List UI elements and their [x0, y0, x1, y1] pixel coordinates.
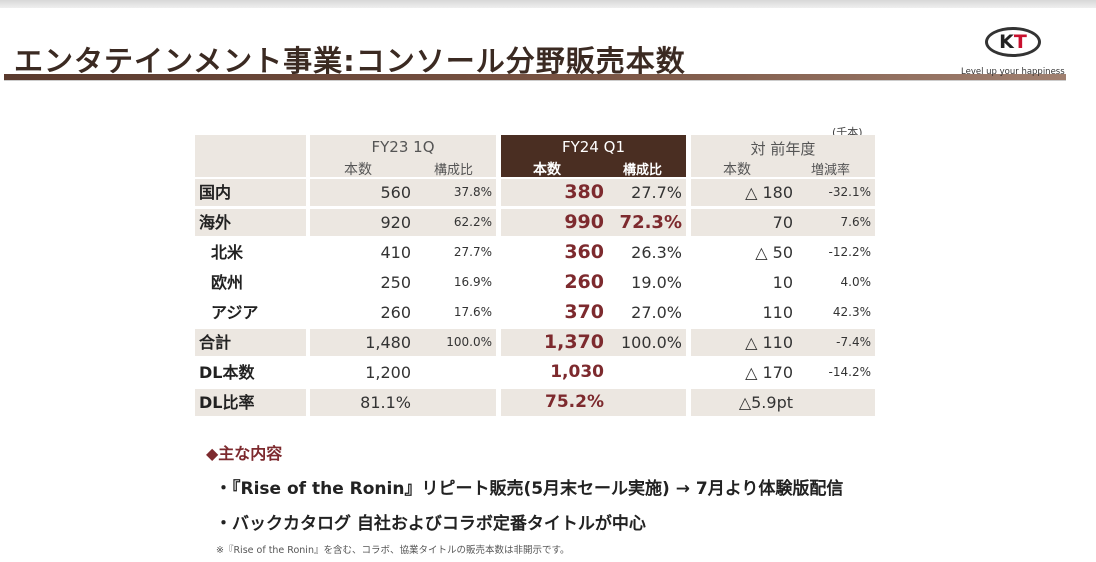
- logo-letter-t: T: [1013, 31, 1027, 53]
- yoy-units: △ 50: [755, 243, 793, 262]
- row-label: 国内: [195, 179, 306, 206]
- fy23-units: 560: [380, 183, 411, 202]
- fy24-units: 75.2%: [545, 392, 604, 412]
- row-label: 合計: [195, 329, 306, 356]
- fy24-share: 19.0%: [631, 273, 682, 292]
- row-label: 海外: [195, 209, 306, 236]
- fy23-units: 920: [380, 213, 411, 232]
- top-bar: [0, 0, 1096, 8]
- fy24-units: 1,030: [550, 362, 604, 382]
- header-yoy-units: 本数: [723, 162, 751, 178]
- table-row: 海外 920 62.2% 990 72.3% 70 7.6%: [195, 209, 875, 236]
- yoy-rate: 7.6%: [840, 215, 872, 229]
- fy23-share: 62.2%: [453, 215, 492, 229]
- yoy-units: △ 110: [745, 333, 793, 352]
- table-row: 合計 1,480 100.0% 1,370 100.0% △ 110 -7.4%: [195, 329, 875, 356]
- yoy-rate: -7.4%: [836, 335, 871, 349]
- logo-letter-k: K: [999, 31, 1014, 53]
- row-label: DL本数: [199, 363, 255, 382]
- header-fy24: FY24 Q1 本数 構成比: [501, 135, 686, 178]
- title-underline: [4, 74, 1066, 81]
- fy23-units: 1,480: [365, 333, 411, 352]
- fy24-units: 260: [564, 271, 604, 293]
- fy23-share: 100.0%: [446, 335, 492, 349]
- table-row: 国内 560 37.8% 380 27.7% △ 180 -32.1%: [195, 179, 875, 206]
- header-yoy: 対 前年度 本数 増減率: [691, 135, 875, 178]
- page-title: エンタテインメント事業:コンソール分野販売本数: [14, 44, 686, 78]
- table-row: DL比率 81.1% 75.2% △5.9pt: [195, 389, 875, 416]
- table-row: DL本数 1,200 1,030 △ 170 -14.2%: [195, 359, 875, 386]
- yoy-rate: 42.3%: [832, 305, 871, 319]
- logo-tagline: Level up your happiness: [961, 67, 1065, 77]
- yoy-rate: -14.2%: [828, 365, 871, 379]
- header-fy23-units: 本数: [344, 162, 372, 178]
- row-label: 北米: [211, 243, 244, 262]
- header-fy23-title: FY23 1Q: [371, 138, 435, 156]
- note-item: ・バックカタログ 自社およびコラボ定番タイトルが中心: [215, 514, 646, 534]
- table-row: アジア 260 17.6% 370 27.0% 110 42.3%: [195, 299, 875, 326]
- fy23-units: 250: [380, 273, 411, 292]
- fy23-units: 260: [380, 303, 411, 322]
- header-fy24-share: 構成比: [623, 163, 663, 178]
- fy24-units: 360: [564, 241, 604, 263]
- yoy-units: 70: [772, 213, 793, 232]
- fy23-share: 37.8%: [453, 185, 492, 199]
- fy23-units: 1,200: [365, 363, 411, 382]
- yoy-rate: -12.2%: [828, 245, 871, 259]
- row-label: DL比率: [195, 389, 306, 416]
- table-row: 欧州 250 16.9% 260 19.0% 10 4.0%: [195, 269, 875, 296]
- fy24-units: 1,370: [543, 331, 604, 353]
- fy23-share: 16.9%: [453, 275, 492, 289]
- header-blank: [195, 135, 306, 177]
- header-yoy-rate: 増減率: [811, 163, 851, 178]
- row-label: アジア: [211, 303, 259, 322]
- yoy-rate: 4.0%: [840, 275, 872, 289]
- header-fy24-units: 本数: [533, 162, 561, 178]
- note-item: ・『Rise of the Ronin』リピート販売(5月末セール実施) → 7…: [215, 479, 844, 499]
- notes-heading: ◆主な内容: [206, 444, 283, 463]
- fy24-share: 27.7%: [631, 183, 682, 202]
- yoy-units: △ 170: [745, 363, 793, 382]
- fy23-units: 410: [380, 243, 411, 262]
- header-yoy-title: 対 前年度: [750, 140, 816, 158]
- yoy-units: △ 180: [745, 183, 793, 202]
- fy23-share: 17.6%: [453, 305, 492, 319]
- yoy-units: 10: [772, 273, 793, 292]
- yoy-units: 110: [762, 303, 793, 322]
- fy24-units: 370: [564, 301, 604, 323]
- table-row: 北米 410 27.7% 360 26.3% △ 50 -12.2%: [195, 239, 875, 266]
- header-fy23: FY23 1Q 本数 構成比: [310, 135, 496, 178]
- yoy-units: △5.9pt: [738, 393, 793, 412]
- fy24-units: 380: [564, 181, 604, 203]
- header-fy23-share: 構成比: [434, 163, 474, 178]
- fy23-share: 27.7%: [453, 245, 492, 259]
- header-fy24-title: FY24 Q1: [562, 138, 625, 156]
- row-label: 欧州: [211, 273, 244, 292]
- fy24-share: 27.0%: [631, 303, 682, 322]
- footnote: ※『Rise of the Ronin』を含む、コラボ、協業タイトルの販売本数は…: [216, 545, 570, 556]
- fy24-share: 100.0%: [620, 333, 682, 352]
- fy23-units: 81.1%: [360, 393, 411, 412]
- fy24-share: 72.3%: [619, 212, 682, 233]
- fy24-share: 26.3%: [631, 243, 682, 262]
- fy24-units: 990: [564, 211, 604, 233]
- yoy-rate: -32.1%: [828, 185, 871, 199]
